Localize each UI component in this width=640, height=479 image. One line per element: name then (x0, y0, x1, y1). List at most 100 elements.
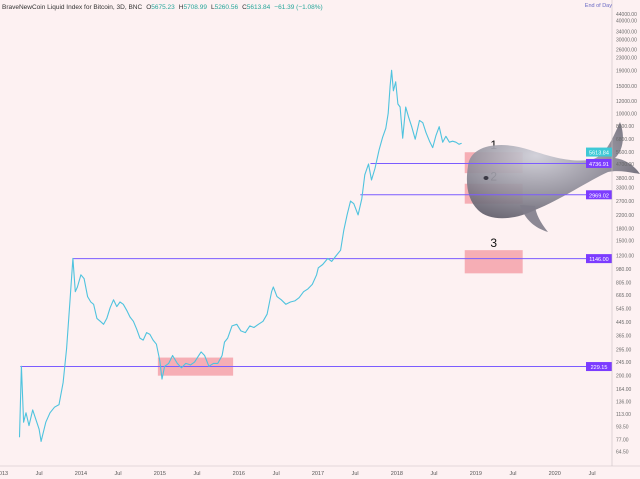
x-tick-label: 2019 (470, 471, 482, 477)
y-tick-label: 200.00 (616, 374, 632, 380)
price-point (290, 301, 291, 303)
price-point (185, 363, 187, 364)
price-point (113, 299, 114, 301)
price-point (217, 363, 219, 364)
price-point (181, 367, 182, 369)
level-tag-text: 4736.91 (589, 162, 609, 168)
x-tick-label: 2017 (312, 471, 324, 477)
y-tick-label: 6800.00 (616, 137, 634, 143)
price-point (285, 303, 287, 305)
level-tag: 229.15 (586, 362, 612, 372)
price-point (62, 382, 64, 384)
price-point (190, 364, 191, 366)
price-point (253, 327, 255, 328)
price-point (262, 320, 264, 322)
zone-box (464, 250, 523, 274)
price-point (83, 278, 85, 279)
whale-body (466, 122, 640, 219)
price-point (164, 365, 165, 367)
price-point (103, 324, 104, 325)
chart-header: BraveNewCoin Liquid Index for Bitcoin, 3… (2, 1, 323, 13)
level-tag: 4736.91 (586, 158, 612, 168)
price-point (245, 332, 246, 333)
low-value: 5260.56 (214, 3, 239, 11)
price-point (197, 356, 199, 358)
price-point (419, 120, 420, 121)
price-point (142, 339, 144, 341)
price-point (21, 365, 22, 367)
price-point (106, 318, 108, 319)
price-point (271, 291, 272, 292)
price-point (40, 441, 42, 442)
price-point (318, 267, 319, 269)
price-point (93, 303, 94, 305)
price-point (316, 274, 317, 276)
price-point (19, 436, 20, 438)
price-point (149, 334, 151, 335)
price-point (126, 310, 128, 311)
price-point (221, 355, 223, 356)
low-label: L (210, 3, 215, 11)
y-tick-label: 295.00 (616, 348, 632, 354)
price-point (161, 378, 163, 380)
price-point (395, 81, 397, 83)
y-tick-label: 19000.00 (616, 68, 637, 74)
x-tick-label: Jul (589, 471, 596, 477)
price-point (77, 286, 78, 288)
x-tick-label: Jul (36, 471, 43, 477)
price-point (425, 132, 427, 133)
level-tag-bg (586, 190, 612, 200)
price-point (387, 113, 389, 114)
y-tick-label: 10000.00 (616, 111, 637, 117)
price-point (422, 122, 424, 123)
last-price-bg (586, 147, 612, 157)
price-point (122, 303, 124, 305)
y-tick-label: 365.00 (616, 333, 632, 339)
y-tick-label: 164.00 (616, 387, 632, 393)
high-value: 5708.99 (183, 3, 207, 11)
whale-eye (483, 176, 489, 180)
price-point (87, 296, 88, 297)
last-price-tag: 5613.84 (586, 147, 612, 157)
price-point (399, 106, 401, 108)
y-tick-label: 980.00 (616, 267, 632, 273)
y-tick-label: 545.00 (616, 306, 632, 312)
price-point (429, 140, 430, 142)
price-point (74, 291, 76, 292)
open-label: O (146, 3, 152, 11)
price-point (35, 418, 36, 420)
price-point (69, 301, 71, 303)
price-point (461, 142, 462, 144)
price-point (208, 365, 210, 367)
price-point (382, 136, 383, 138)
price-point (307, 288, 309, 290)
level-tag: 1146.00 (586, 254, 612, 264)
price-point (414, 138, 416, 140)
level-tag-bg (586, 254, 612, 264)
y-tick-label: 93.50 (616, 425, 629, 431)
price-point (340, 249, 341, 251)
price-point (200, 351, 202, 353)
y-tick-label: 113.00 (616, 412, 631, 418)
symbol-title[interactable]: BraveNewCoin Liquid Index for Bitcoin, 3… (2, 3, 143, 11)
y-tick-label: 2700.00 (616, 199, 634, 205)
level-tag-text: 1146.00 (589, 257, 608, 263)
zone-label: 1 (490, 138, 497, 152)
price-point (266, 313, 268, 315)
price-point (397, 103, 399, 105)
series-layer (18, 69, 462, 442)
price-point (435, 135, 437, 136)
price-point (66, 348, 67, 349)
price-point (445, 136, 447, 137)
price-point (159, 360, 161, 362)
price-point (371, 179, 372, 181)
y-tick-label: 5600.00 (616, 150, 634, 156)
price-point (38, 428, 40, 430)
price-point (204, 355, 205, 356)
x-tick-label: Jul (193, 471, 200, 477)
open-value: 5675.23 (151, 3, 175, 11)
y-tick-label: 26000.00 (616, 47, 637, 53)
price-point (168, 363, 169, 364)
